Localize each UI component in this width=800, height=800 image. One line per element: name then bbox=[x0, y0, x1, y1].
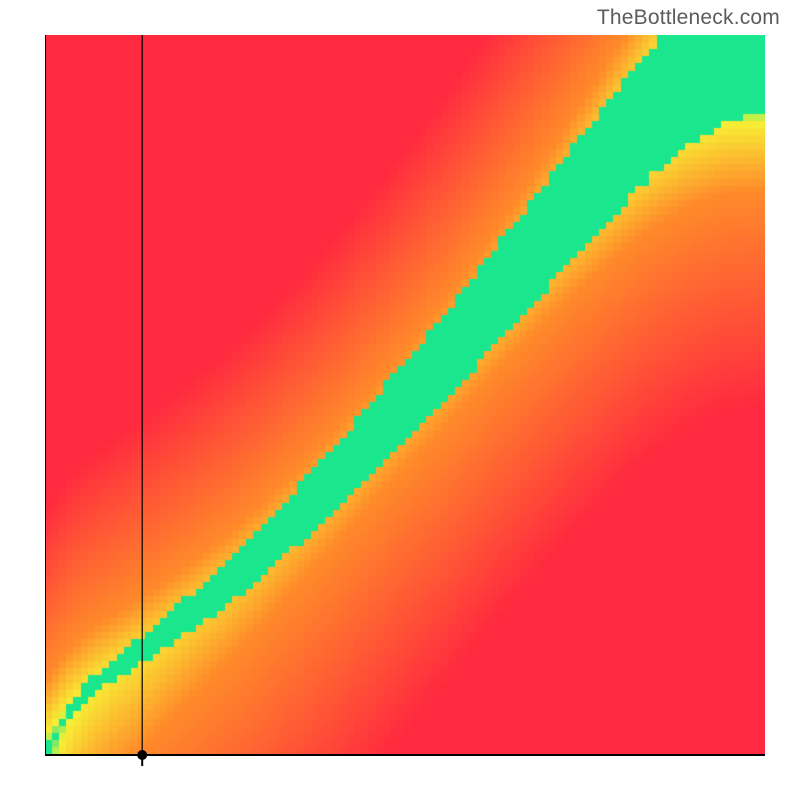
watermark-text: TheBottleneck.com bbox=[597, 6, 780, 30]
marker-dot bbox=[137, 750, 147, 760]
plot-area bbox=[45, 35, 765, 755]
overlay-svg bbox=[45, 35, 765, 768]
chart-container: TheBottleneck.com bbox=[0, 0, 800, 800]
